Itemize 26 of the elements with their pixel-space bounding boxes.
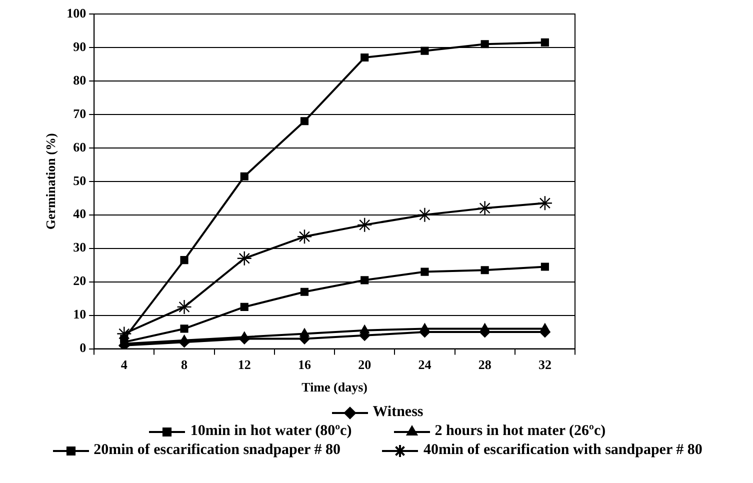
x-tick-label: 4: [120, 356, 128, 372]
x-tick-label: 20: [358, 356, 372, 372]
x-tick-label: 28: [478, 356, 492, 372]
y-tick-label: 90: [73, 38, 86, 54]
legend-label: 10min in hot water (80ºc): [190, 423, 352, 440]
x-tick-label: 32: [538, 356, 552, 372]
y-tick-label: 80: [73, 72, 86, 88]
legend-label: Witness: [372, 404, 424, 421]
x-axis-title: Time (days): [302, 380, 368, 395]
legend-label: 2 hours in hot mater (26ºc): [434, 423, 606, 440]
x-tick-label: 8: [181, 356, 188, 372]
y-tick-label: 50: [73, 172, 86, 188]
y-axis-title: Germination (%): [43, 133, 58, 230]
x-tick-label: 16: [298, 356, 312, 372]
x-tick-label: 24: [418, 356, 432, 372]
legend-label: 20min of escarification snadpaper # 80: [94, 442, 340, 459]
y-tick-label: 100: [66, 5, 86, 20]
legend-label: 40min of escarification with sandpaper # 80: [423, 442, 702, 459]
y-tick-label: 70: [73, 106, 86, 121]
y-tick-label: 0: [80, 340, 86, 356]
y-tick-label: 20: [73, 273, 86, 288]
y-tick-label: 40: [73, 206, 86, 222]
x-tick-label: 12: [238, 356, 251, 372]
y-tick-label: 60: [73, 139, 86, 154]
y-tick-label: 10: [73, 306, 86, 322]
y-tick-label: 30: [73, 240, 86, 255]
